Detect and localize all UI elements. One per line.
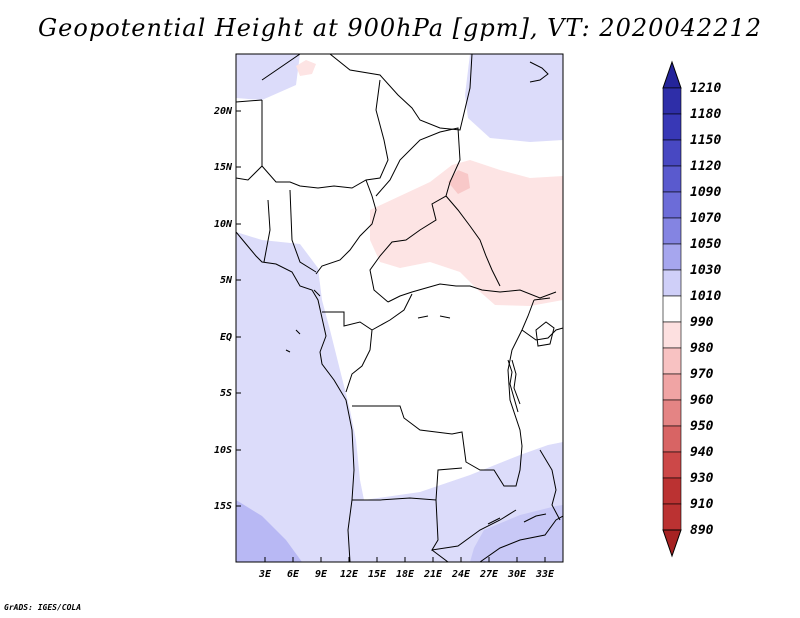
colorbar-label: 1120: [690, 159, 721, 174]
height-contours: [236, 54, 563, 562]
contour-fill-southwest-blue: [236, 500, 302, 562]
contour-fill-small-pink: [296, 60, 316, 76]
colorbar-label: 950: [690, 419, 714, 434]
lat-label-5s: 5S: [220, 388, 232, 399]
colorbar-swatch: [662, 399, 682, 427]
colorbar-label: 1070: [690, 211, 721, 226]
lat-label-20n: 20N: [213, 106, 233, 117]
colorbar-swatch: [662, 373, 682, 401]
lat-label-15s: 15S: [214, 501, 232, 512]
colorbar-swatch: [662, 477, 682, 505]
colorbar-label: 1010: [690, 289, 721, 304]
colorbar-label: 1180: [690, 107, 721, 122]
colorbar-swatch: [662, 321, 682, 349]
border-angola-zambia: [352, 467, 463, 501]
lat-label-5n: 5N: [220, 275, 233, 286]
border-sahara: [261, 54, 473, 131]
colorbar-swatch: [662, 113, 682, 141]
border-west-africa: [263, 189, 317, 273]
colorbar-swatch: [662, 191, 682, 219]
border-zambia-zimbabwe: [431, 499, 517, 551]
lon-label-15e: 15E: [368, 569, 387, 580]
colorbar-swatch: [662, 347, 682, 375]
lon-label-9e: 9E: [315, 569, 328, 580]
lat-label-10n: 10N: [214, 219, 233, 230]
border-chad: [369, 127, 461, 303]
colorbar-label: 980: [690, 341, 714, 356]
colorbar-swatch: [662, 165, 682, 193]
latitude-axis: 20N 15N 10N 5N EQ 5S 10S 15S: [213, 106, 241, 512]
lon-label-21e: 21E: [423, 569, 443, 580]
border-nigeria: [315, 179, 377, 275]
lake-tanganyika: [507, 359, 521, 413]
lon-label-24e: 24E: [451, 569, 471, 580]
border-mali: [236, 99, 263, 181]
colorbar-label: 1090: [690, 185, 721, 200]
lat-label-eq: EQ: [220, 332, 232, 343]
lat-label-15n: 15N: [214, 162, 233, 173]
colorbar-label: 1210: [690, 81, 721, 96]
contour-fill-central-pink: [370, 160, 563, 306]
colorbar-label: 970: [690, 367, 714, 382]
colorbar-label: 910: [690, 497, 714, 512]
lon-label-12e: 12E: [340, 569, 359, 580]
colorbar-swatch: [662, 243, 682, 271]
border-car-drc: [387, 283, 557, 303]
grads-credit: GrADS: IGES/COLA: [4, 603, 82, 612]
map-title: Geopotential Height at 900hPa [gpm], VT:…: [38, 14, 762, 42]
border-niger: [261, 79, 389, 189]
map-frame: [235, 53, 564, 563]
border-southern: [431, 515, 563, 562]
border-drc-south: [352, 299, 535, 487]
colorbar-label: 890: [690, 523, 714, 538]
map-islands: [285, 289, 451, 353]
colorbar-label: 930: [690, 471, 714, 486]
colorbar-swatch: [662, 217, 682, 245]
border-east-africa: [521, 297, 563, 341]
colorbar-swatch: [662, 139, 682, 167]
colorbar-bottom-arrow: [662, 529, 682, 558]
colorbar-label: 990: [690, 315, 714, 330]
contour-fill-southeast-blue: [470, 505, 563, 562]
lon-label-18e: 18E: [396, 569, 415, 580]
lon-label-6e: 6E: [287, 569, 300, 580]
country-borders: [236, 54, 563, 562]
colorbar-swatch: [662, 269, 682, 297]
colorbar-swatch: [662, 295, 682, 323]
colorbar-swatch: [662, 503, 682, 531]
colorbar-label: 1050: [690, 237, 721, 252]
colorbar-label: 960: [690, 393, 714, 408]
lon-label-33e: 33E: [535, 569, 555, 580]
colorbar-swatch: [662, 451, 682, 479]
lake-kariba: [487, 513, 547, 525]
contour-fill-core-pink: [448, 170, 470, 194]
border-red-sea: [529, 61, 549, 83]
map-panel: 20N 15N 10N 5N EQ 5S 10S 15S 3E 6E 9E 12…: [213, 53, 564, 580]
longitude-axis: 3E 6E 9E 12E 15E 18E 21E 24E 27E 30E 33E: [258, 557, 555, 580]
lon-label-27e: 27E: [479, 569, 499, 580]
border-tanzania-mozambique: [539, 449, 561, 521]
colorbar-label: 1150: [690, 133, 721, 148]
border-congo: [371, 293, 413, 331]
coastline-atlantic: [236, 231, 355, 562]
lake-victoria: [535, 321, 555, 347]
colorbar-top-arrow: [662, 60, 682, 89]
lat-label-10s: 10S: [214, 445, 232, 456]
colorbar-swatch: [662, 87, 682, 115]
border-sudan: [445, 195, 501, 287]
lon-label-3e: 3E: [258, 569, 272, 580]
colorbar-label: 940: [690, 445, 714, 460]
contour-fill-northeast-blue: [465, 54, 563, 142]
colorbar-label: 1030: [690, 263, 721, 278]
contour-fill-south-blue: [236, 232, 563, 562]
lon-label-30e: 30E: [507, 569, 527, 580]
colorbar-swatch: [662, 425, 682, 453]
colorbar: 1210 1180 1150 1120 1090 1070 1050 1030 …: [662, 60, 721, 558]
